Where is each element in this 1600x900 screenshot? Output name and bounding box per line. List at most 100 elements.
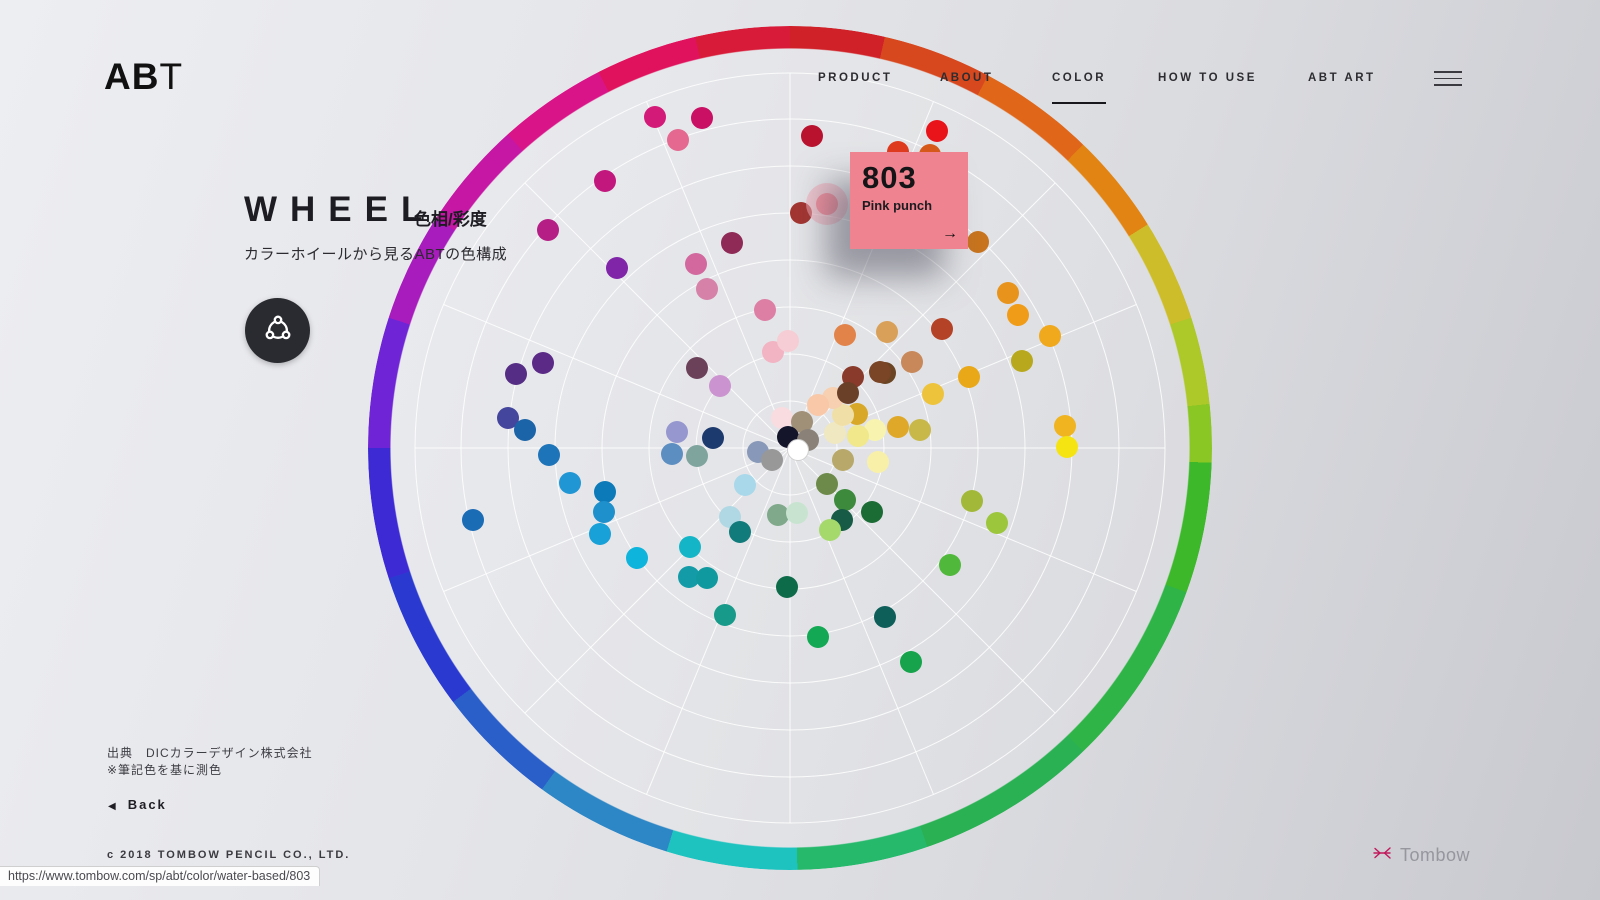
color-dot[interactable] [702,427,724,449]
color-dot[interactable] [771,407,793,429]
color-dot[interactable] [532,352,554,374]
color-cycle-icon [263,313,293,348]
source-note-line1: 出典 DICカラーデザイン株式会社 [107,746,313,760]
copyright: c 2018 TOMBOW PENCIL CO., LTD. [107,849,351,861]
abt-logo: ABT [104,56,184,97]
color-dot-selected[interactable] [816,193,838,215]
color-dot[interactable] [869,361,891,383]
color-dot[interactable] [721,232,743,254]
color-dot[interactable] [594,481,616,503]
color-dot[interactable] [967,231,989,253]
color-dot[interactable] [807,394,829,416]
color-dot[interactable] [922,383,944,405]
hamburger-menu-icon[interactable] [1434,71,1462,87]
color-dot[interactable] [832,449,854,471]
back-arrow-icon: ◀ [108,801,118,812]
color-dot[interactable] [714,604,736,626]
color-dot[interactable] [709,375,731,397]
color-dot[interactable] [696,278,718,300]
color-dot[interactable] [787,439,809,461]
color-dot[interactable] [986,512,1008,534]
color-dot[interactable] [790,202,812,224]
color-dot[interactable] [626,547,648,569]
color-dot[interactable] [767,504,789,526]
tooltip-arrow-link[interactable]: → [942,225,958,242]
color-dot[interactable] [606,257,628,279]
color-dot[interactable] [1056,436,1078,458]
color-dot[interactable] [847,425,869,447]
color-dot[interactable] [594,170,616,192]
tombow-wordmark: Tombow [1400,845,1471,865]
color-dot[interactable] [661,443,683,465]
dragonfly-icon [1372,843,1394,868]
color-dot[interactable] [926,120,948,142]
color-dot[interactable] [505,363,527,385]
color-dot[interactable] [666,421,688,443]
color-dot[interactable] [807,626,829,648]
color-dot[interactable] [537,219,559,241]
color-dot[interactable] [819,519,841,541]
color-dot[interactable] [686,357,708,379]
color-dot[interactable] [1007,304,1029,326]
color-dot[interactable] [958,366,980,388]
page-title: WHEEL [244,190,436,229]
color-dot[interactable] [1054,415,1076,437]
color-dot[interactable] [939,554,961,576]
color-dot[interactable] [589,523,611,545]
color-dot[interactable] [909,419,931,441]
color-dot[interactable] [961,490,983,512]
color-dot[interactable] [678,566,700,588]
color-dot[interactable] [685,253,707,275]
color-dot[interactable] [462,509,484,531]
color-dot[interactable] [729,521,751,543]
color-dot[interactable] [644,106,666,128]
color-dot[interactable] [497,407,519,429]
color-dot[interactable] [679,536,701,558]
color-dot[interactable] [861,501,883,523]
nav-item-abt-art[interactable]: ABT ART [1308,72,1376,84]
color-tooltip: 803 Pink punch → [850,152,968,249]
color-dot[interactable] [686,445,708,467]
nav-item-how-to-use[interactable]: HOW TO USE [1158,72,1257,84]
color-dot[interactable] [754,299,776,321]
color-dot[interactable] [801,125,823,147]
color-dot[interactable] [559,472,581,494]
color-dot[interactable] [667,129,689,151]
color-dot[interactable] [691,107,713,129]
color-dot[interactable] [538,444,560,466]
color-dot[interactable] [887,416,909,438]
color-dot[interactable] [900,651,922,673]
page-description: カラーホイールから見るABTの色構成 [244,246,508,263]
color-dot[interactable] [874,606,896,628]
color-dot[interactable] [776,576,798,598]
color-dot[interactable] [696,567,718,589]
color-dot[interactable] [593,501,615,523]
color-dot[interactable] [837,382,859,404]
color-dot[interactable] [901,351,923,373]
color-dot[interactable] [1039,325,1061,347]
nav-item-product[interactable]: PRODUCT [818,72,893,84]
color-dot[interactable] [834,489,856,511]
color-dot[interactable] [761,449,783,471]
color-dot[interactable] [832,404,854,426]
color-dot[interactable] [931,318,953,340]
color-dot[interactable] [734,474,756,496]
color-dot[interactable] [867,451,889,473]
color-dot[interactable] [876,321,898,343]
nav-item-about[interactable]: ABOUT [940,72,994,84]
color-dot[interactable] [834,324,856,346]
color-cycle-button[interactable] [245,298,310,363]
color-dot[interactable] [816,473,838,495]
back-link[interactable]: ◀ Back [108,797,167,812]
color-dot[interactable] [864,419,886,441]
color-dot[interactable] [791,411,813,433]
nav-item-color[interactable]: COLOR [1052,72,1107,104]
color-dot[interactable] [824,422,846,444]
color-dot[interactable] [786,502,808,524]
color-dot[interactable] [777,330,799,352]
page-subtitle: 色相/彩度 [414,210,487,229]
color-dot[interactable] [997,282,1019,304]
color-dot[interactable] [1011,350,1033,372]
color-dot[interactable] [514,419,536,441]
